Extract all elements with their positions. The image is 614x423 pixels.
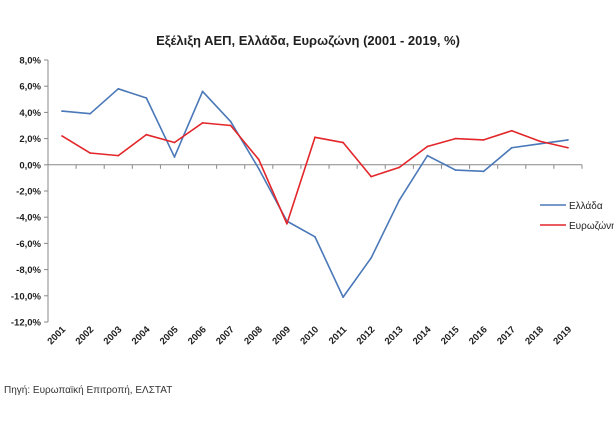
data-point [538,142,541,145]
data-point [482,170,485,173]
data-point [454,169,457,171]
x-tick-label: 2016 [467,324,490,347]
data-point [145,133,148,136]
data-point [173,156,176,158]
data-point [538,140,541,143]
y-tick-label: -2,0% [16,187,41,198]
chart-title: Εξέλιξη ΑΕΠ, Ελλάδα, Ευρωζώνη (2001 - 20… [156,33,460,48]
legend-label-greece: Ελλάδα [569,200,603,212]
data-point [482,139,485,141]
data-point [342,296,345,299]
data-point [173,141,176,144]
x-tick-label: 2004 [130,324,153,347]
data-point [117,154,120,157]
data-point [342,141,345,144]
data-point [510,146,513,149]
y-tick-label: 4,0% [19,108,41,119]
data-point [370,256,373,259]
x-tick-label: 2010 [298,324,321,347]
data-point [229,124,232,127]
y-tick-label: -8,0% [16,265,41,276]
x-tick-label: 2017 [495,324,518,347]
x-tick-label: 2019 [551,324,574,347]
series-lines [61,87,569,299]
x-tick-label: 2001 [45,324,68,347]
data-point [257,167,260,170]
data-point [314,136,316,139]
x-tick-label: 2003 [102,324,125,347]
x-tick-label: 2011 [327,324,350,347]
data-point [89,112,92,115]
data-point [370,175,373,178]
x-tick-label: 2006 [186,324,209,347]
data-point [89,152,92,154]
legend: Ελλάδα Ευρωζώνη [540,200,614,232]
data-point [398,199,401,202]
data-point [201,90,204,93]
y-axis: 8,0% 6,0% 4,0% 2,0% 0,0% -2,0% -4,0% -6,0% -8,0%… [11,56,49,329]
source-note: Πηγή: Ευρωπαϊκή Επιτροπή, ΕΛΣΤΑΤ [4,384,172,396]
data-point [61,110,63,112]
x-tick-label: 2015 [439,324,462,347]
x-axis: 2001 2002 2003 2004 2005 2006 2007 2008 2009 2010… [45,164,583,347]
x-tick-label: 2002 [74,324,97,347]
x-tick-label: 2013 [383,324,406,347]
y-tick-label: 2,0% [19,134,41,145]
data-point [117,87,120,90]
x-tick-label: 2005 [158,324,181,347]
x-tick-label: 2014 [411,324,434,347]
y-tick-label: 6,0% [19,82,41,93]
data-point [398,166,401,169]
data-point [314,235,316,238]
y-tick-label: -4,0% [16,213,41,224]
data-point [567,139,569,141]
data-point [426,145,429,148]
data-point [201,121,204,124]
y-tick-label: 8,0% [19,56,41,67]
y-tick-label: 0,0% [19,160,41,171]
data-point [145,97,148,99]
y-tick-label: -12,0% [11,318,42,329]
data-point [454,137,457,140]
data-point [567,146,569,149]
x-tick-label: 2007 [214,324,237,347]
x-tick-label: 2018 [523,324,546,347]
data-point [257,158,260,161]
data-point [61,135,63,137]
data-point [229,120,232,123]
data-point [285,222,288,225]
y-tick-label: -10,0% [11,291,42,302]
x-tick-label: 2009 [270,324,293,347]
legend-label-eurozone: Ευρωζώνη [569,220,614,232]
x-tick-label: 2012 [355,324,378,347]
y-tick-label: -6,0% [16,239,41,250]
x-tick-label: 2008 [242,324,265,347]
data-point [426,154,429,157]
data-point [510,129,513,132]
series-line-greece [61,88,569,298]
